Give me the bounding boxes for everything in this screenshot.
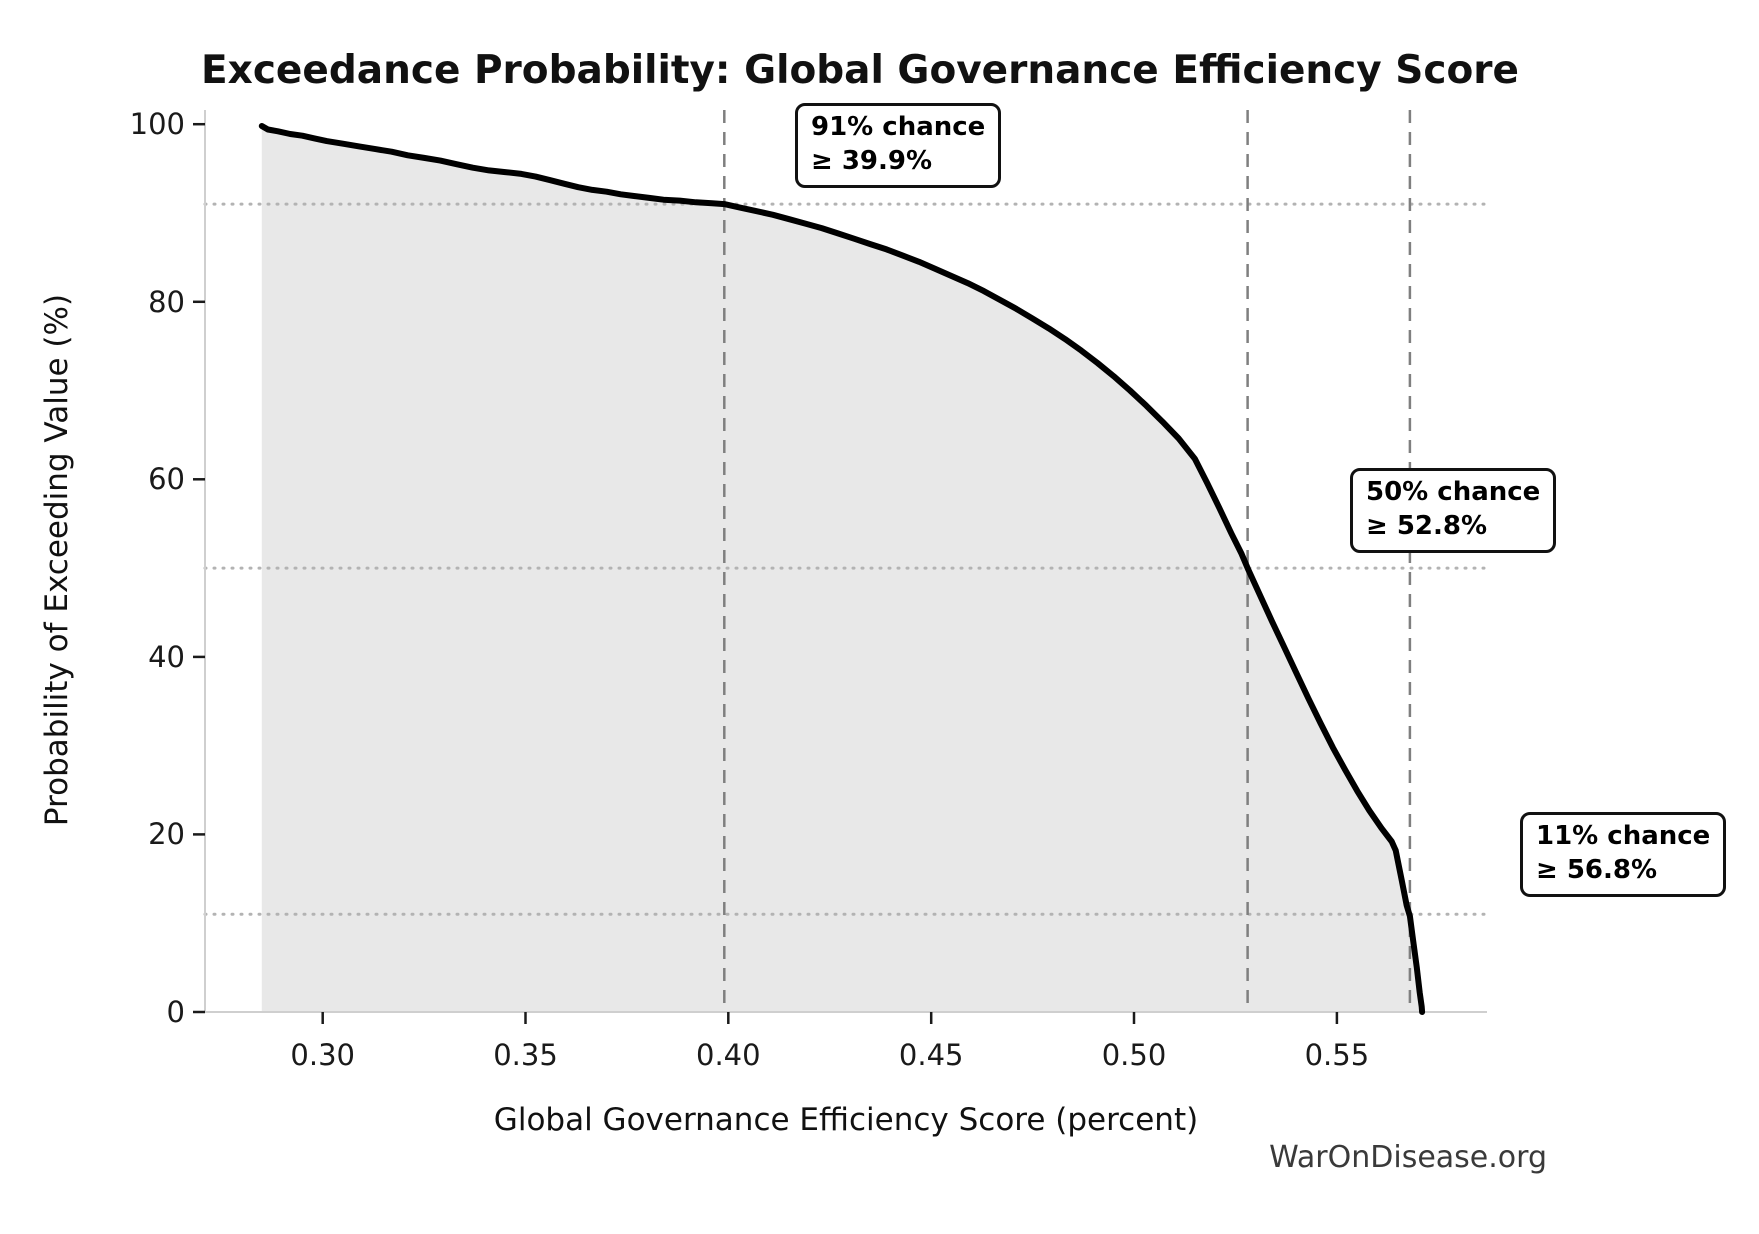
annotation-line-1: 11% chance: [1536, 821, 1711, 851]
annotation-91-percent-chance: 91% chance ≥ 39.9%: [795, 103, 1002, 188]
y-tick-label: 20: [148, 817, 185, 852]
y-tick-label: 80: [148, 284, 185, 319]
x-axis-label: Global Governance Efficiency Score (perc…: [493, 1102, 1199, 1138]
area-under-curve: [261, 126, 1423, 1012]
x-tick-label: 0.55: [1304, 1038, 1370, 1072]
y-tick-label: 100: [129, 107, 185, 142]
y-axis-label: Probability of Exceeding Value (%): [39, 293, 75, 827]
x-tick-label: 0.45: [898, 1038, 964, 1072]
y-tick-label: 60: [148, 462, 185, 497]
chart-title: Exceedance Probability: Global Governanc…: [201, 48, 1519, 93]
x-tick-label: 0.40: [696, 1038, 761, 1072]
annotation-line-2: ≥ 56.8%: [1536, 855, 1658, 886]
x-tick-label: 0.35: [493, 1038, 558, 1072]
annotation-11-percent-chance: 11% chance ≥ 56.8%: [1520, 812, 1727, 897]
annotation-50-percent-chance: 50% chance ≥ 52.8%: [1350, 468, 1557, 553]
exceedance-curve: [258, 123, 1426, 1015]
annotation-line-2: ≥ 39.9%: [811, 146, 933, 177]
y-tick-label: 40: [148, 639, 185, 674]
annotation-line-2: ≥ 52.8%: [1366, 511, 1488, 542]
watermark-text: WarOnDisease.org: [1269, 1140, 1547, 1175]
y-tick-label: 0: [166, 995, 185, 1029]
annotation-line-1: 91% chance: [811, 112, 986, 142]
x-tick-label: 0.50: [1101, 1038, 1167, 1072]
annotation-line-1: 50% chance: [1366, 477, 1541, 507]
x-tick-label: 0.30: [290, 1038, 355, 1072]
